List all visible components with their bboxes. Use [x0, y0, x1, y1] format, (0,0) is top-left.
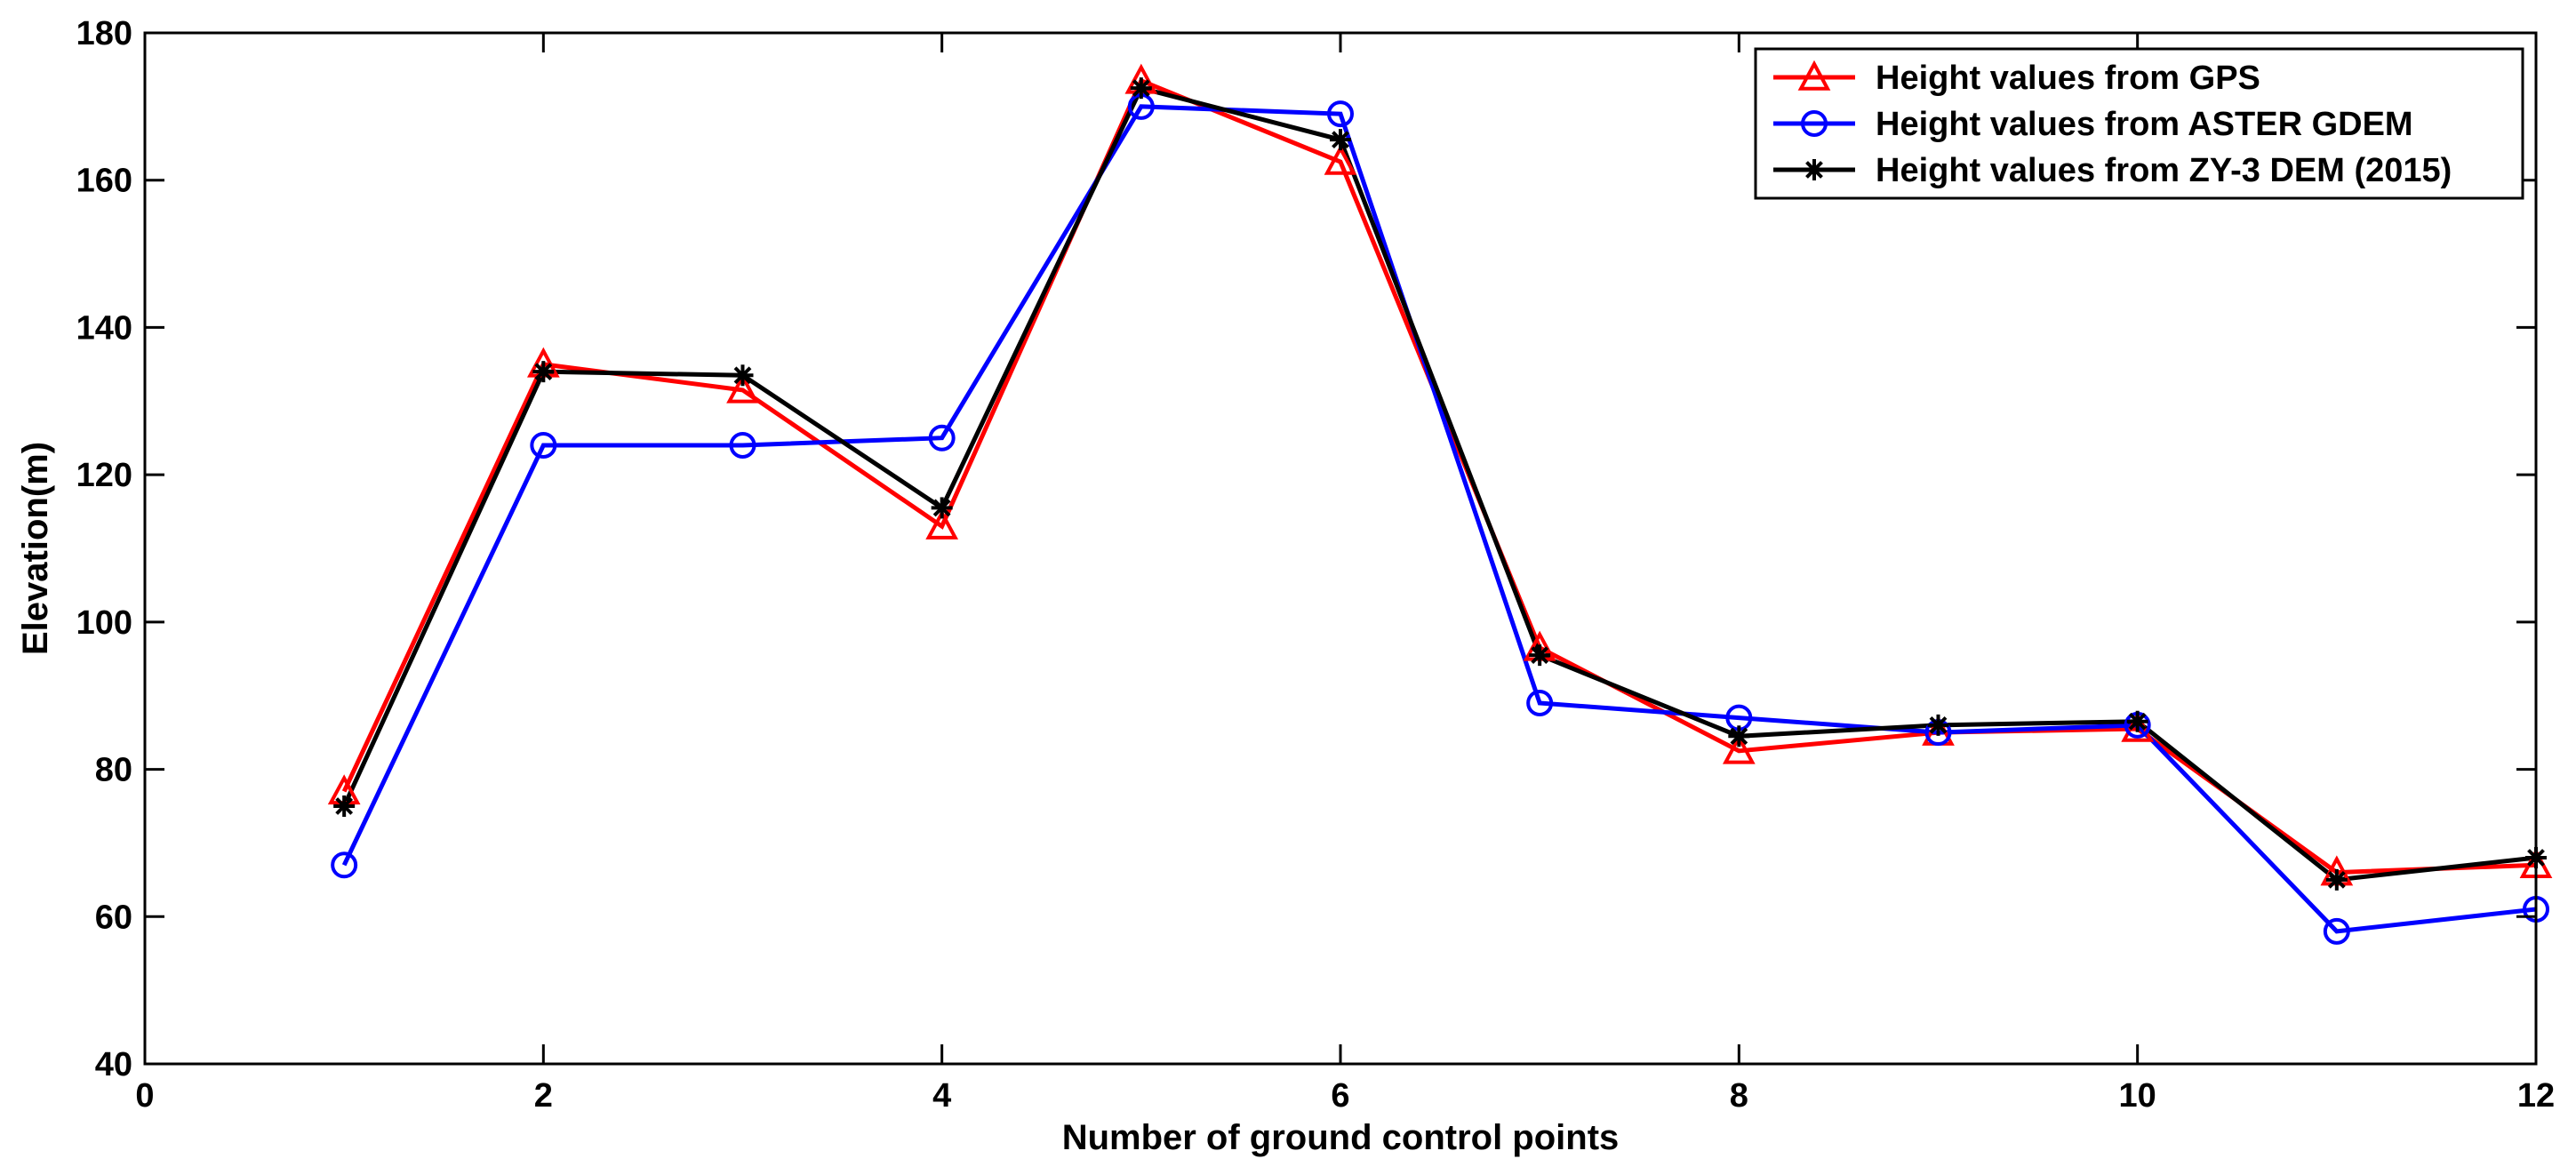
data-point-height-values-from-zy-3-dem-2015 [532, 361, 555, 383]
data-point-height-values-from-gps [925, 508, 959, 540]
legend-marker-height-values-from-zy-3-dem-2015 [1804, 159, 1825, 180]
x-tick-label: 4 [932, 1077, 951, 1115]
legend-box [1754, 47, 2524, 200]
data-point-height-values-from-gps [726, 372, 759, 404]
data-point-height-values-from-zy-3-dem-2015 [2325, 868, 2348, 891]
data-point-height-values-from-zy-3-dem-2015 [1927, 714, 1949, 736]
data-point-height-values-from-zy-3-dem-2015 [1130, 77, 1152, 100]
data-point-height-values-from-aster-gdem [1327, 100, 1354, 128]
x-tick-label: 12 [2517, 1077, 2555, 1115]
legend-label-height-values-from-aster-gdem: Height values from ASTER GDEM [1876, 106, 2413, 143]
data-point-height-values-from-zy-3-dem-2015 [333, 795, 356, 817]
legend-label-height-values-from-zy-3-dem-2015: Height values from ZY-3 DEM (2015) [1876, 152, 2452, 189]
data-point-height-values-from-aster-gdem [729, 432, 756, 459]
y-tick-label: 40 [95, 1046, 132, 1083]
series-line-height-values-from-aster-gdem [341, 104, 2537, 934]
data-point-height-values-from-gps [1722, 733, 1756, 764]
legend: Height values from GPS Height values from… [1754, 47, 2524, 200]
legend-marker-height-values-from-aster-gdem [1801, 110, 1828, 137]
data-point-height-values-from-zy-3-dem-2015 [1529, 644, 1551, 667]
data-point-height-values-from-aster-gdem [530, 432, 557, 459]
data-point-height-values-from-zy-3-dem-2015 [1728, 725, 1750, 747]
y-tick-label: 180 [76, 15, 132, 52]
data-point-height-values-from-aster-gdem [928, 424, 956, 452]
legend-label-height-values-from-gps: Height values from GPS [1876, 60, 2260, 97]
data-point-height-values-from-gps [1324, 144, 1357, 175]
y-axis-label: Elevation(m) [16, 442, 55, 655]
y-tick-label: 100 [76, 604, 132, 642]
x-tick-label: 0 [135, 1077, 154, 1115]
y-tick-label: 140 [76, 309, 132, 347]
y-tick-label: 160 [76, 163, 132, 200]
data-point-height-values-from-aster-gdem [2323, 917, 2350, 945]
y-tick-label: 80 [95, 752, 132, 789]
x-tick-label: 6 [1331, 1077, 1349, 1115]
data-point-height-values-from-zy-3-dem-2015 [2126, 710, 2148, 732]
data-point-height-values-from-zy-3-dem-2015 [732, 364, 754, 387]
x-tick-label: 2 [534, 1077, 553, 1115]
data-point-height-values-from-zy-3-dem-2015 [931, 497, 953, 519]
x-axis-label: Number of ground control points [1062, 1118, 1620, 1157]
y-tick-label: 120 [76, 457, 132, 494]
y-tick-label: 60 [95, 899, 132, 936]
series-line-height-values-from-zy-3-dem-2015 [341, 85, 2537, 883]
x-tick-label: 8 [1730, 1077, 1748, 1115]
x-tick-label: 10 [2119, 1077, 2156, 1115]
data-point-height-values-from-zy-3-dem-2015 [1330, 129, 1351, 151]
data-point-height-values-from-aster-gdem [331, 851, 358, 879]
data-point-height-values-from-aster-gdem [1526, 690, 1554, 716]
legend-marker-height-values-from-gps [1797, 60, 1831, 91]
